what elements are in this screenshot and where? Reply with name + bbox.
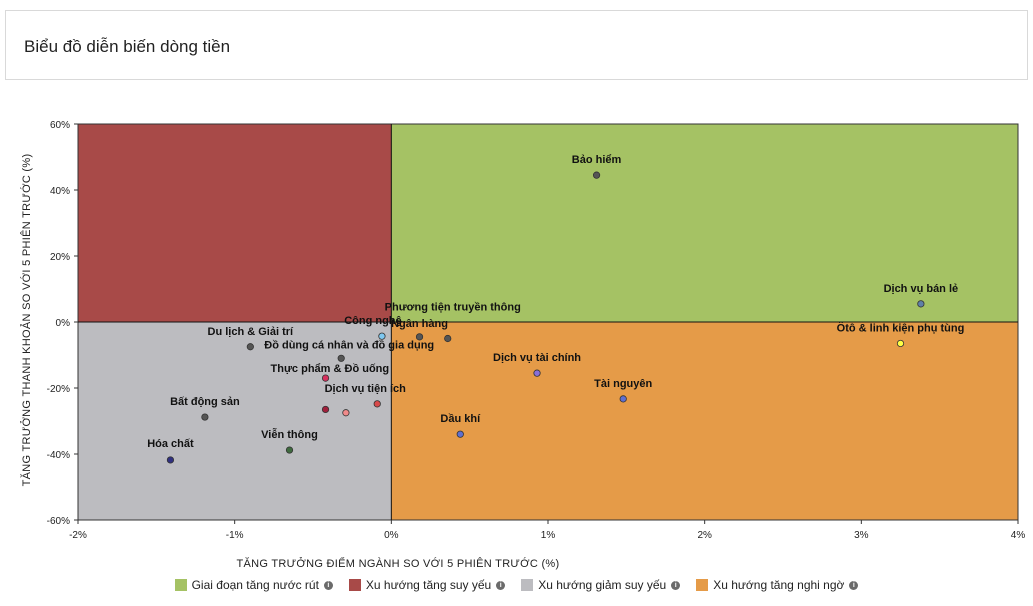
data-point bbox=[444, 334, 452, 343]
x-tick-label: 1% bbox=[541, 530, 556, 541]
y-tick-label: -60% bbox=[47, 516, 70, 527]
legend-item[interactable]: Xu hướng tăng nghi ngờ i bbox=[696, 578, 859, 592]
point-label: Đồ dùng cá nhân và đồ gia dụng bbox=[264, 339, 434, 351]
data-point bbox=[415, 333, 424, 341]
point-label: Dịch vụ bán lẻ bbox=[884, 283, 959, 295]
point-label: Hóa chất bbox=[147, 438, 194, 450]
point-label: Ngân hàng bbox=[391, 318, 448, 330]
y-tick-label: -20% bbox=[47, 384, 70, 395]
legend-label: Xu hướng tăng suy yếu bbox=[365, 578, 492, 592]
y-tick-label: 0% bbox=[56, 318, 71, 329]
data-point bbox=[246, 343, 254, 351]
point-label: Dầu khí bbox=[440, 413, 481, 425]
point-label: Thực phẩm & Đồ uống bbox=[271, 363, 390, 375]
x-tick-label: 0% bbox=[384, 530, 399, 541]
cash-flow-scatter-chart: -2% -1% 0% 1% 2% 3% 4% -60% -40% -20% 0% 20% 40% 60% T… bbox=[20, 120, 1026, 570]
point-label: Bảo hiểm bbox=[572, 154, 622, 166]
x-tick-label: -1% bbox=[226, 530, 244, 541]
legend-item[interactable]: Xu hướng tăng suy yếu i bbox=[348, 578, 506, 592]
legend-item[interactable]: Xu hướng giảm suy yếu i bbox=[521, 578, 681, 592]
point-label: Tài nguyên bbox=[594, 378, 652, 390]
quadrant-2 bbox=[78, 124, 392, 322]
chart-title: Biểu đồ diễn biến dòng tiền bbox=[24, 37, 231, 56]
point-label: Du lịch & Giải trí bbox=[208, 326, 295, 338]
data-point bbox=[896, 339, 905, 348]
y-tick-label: -40% bbox=[47, 450, 70, 461]
chart-legend: Giai đoạn tăng nước rút i Xu hướng tăng su… bbox=[0, 578, 1033, 594]
chart-title-card: Biểu đồ diễn biến dòng tiền bbox=[5, 10, 1028, 80]
info-icon[interactable]: i bbox=[671, 580, 681, 590]
data-point bbox=[342, 409, 350, 417]
y-axis-title: TĂNG TRƯỞNG THANH KHOẢN SO VỚI 5 PHIÊN T… bbox=[20, 154, 33, 487]
point-label: Công nghệ bbox=[344, 315, 401, 327]
data-point bbox=[166, 456, 175, 464]
info-icon[interactable]: i bbox=[849, 580, 859, 590]
point-label: Dịch vụ tiện ích bbox=[325, 383, 407, 395]
point-label: Viễn thông bbox=[261, 428, 318, 441]
x-tick-label: -2% bbox=[69, 530, 87, 541]
quadrant-4 bbox=[391, 322, 1018, 520]
legend-swatch bbox=[348, 579, 361, 591]
legend-swatch bbox=[174, 579, 187, 591]
data-point bbox=[917, 300, 925, 308]
data-point bbox=[201, 413, 209, 421]
data-point bbox=[378, 332, 386, 340]
data-point bbox=[456, 430, 464, 438]
data-point bbox=[373, 400, 381, 408]
x-tick-label: 2% bbox=[697, 530, 712, 541]
point-label: Ôtô & linh kiện phụ tùng bbox=[837, 321, 965, 334]
legend-swatch bbox=[696, 579, 709, 591]
x-axis-title: TĂNG TRƯỞNG ĐIỂM NGÀNH SO VỚI 5 PHIÊN TR… bbox=[237, 557, 560, 570]
info-icon[interactable]: i bbox=[496, 580, 506, 590]
point-label: Dịch vụ tài chính bbox=[493, 352, 581, 364]
data-point bbox=[533, 369, 541, 377]
x-tick-label: 3% bbox=[854, 530, 869, 541]
point-label: Phương tiện truyền thông bbox=[385, 302, 521, 314]
legend-item[interactable]: Giai đoạn tăng nước rút i bbox=[174, 578, 333, 592]
legend-label: Xu hướng giảm suy yếu bbox=[538, 578, 667, 592]
data-point bbox=[337, 354, 345, 362]
data-point bbox=[619, 395, 627, 403]
y-tick-label: 40% bbox=[50, 186, 70, 197]
y-tick-label: 20% bbox=[50, 252, 70, 263]
data-point bbox=[285, 446, 294, 454]
data-point bbox=[321, 374, 330, 382]
data-point bbox=[321, 405, 330, 414]
data-point bbox=[592, 171, 601, 179]
legend-swatch bbox=[521, 579, 534, 591]
point-label: Bất động sản bbox=[170, 396, 240, 408]
quadrant-1 bbox=[391, 124, 1018, 322]
quadrant-3 bbox=[78, 322, 392, 520]
legend-label: Giai đoạn tăng nước rút bbox=[191, 578, 319, 592]
y-tick-label: 60% bbox=[50, 120, 70, 131]
x-tick-label: 4% bbox=[1011, 530, 1026, 541]
legend-label: Xu hướng tăng nghi ngờ bbox=[713, 578, 845, 592]
info-icon[interactable]: i bbox=[323, 580, 333, 590]
